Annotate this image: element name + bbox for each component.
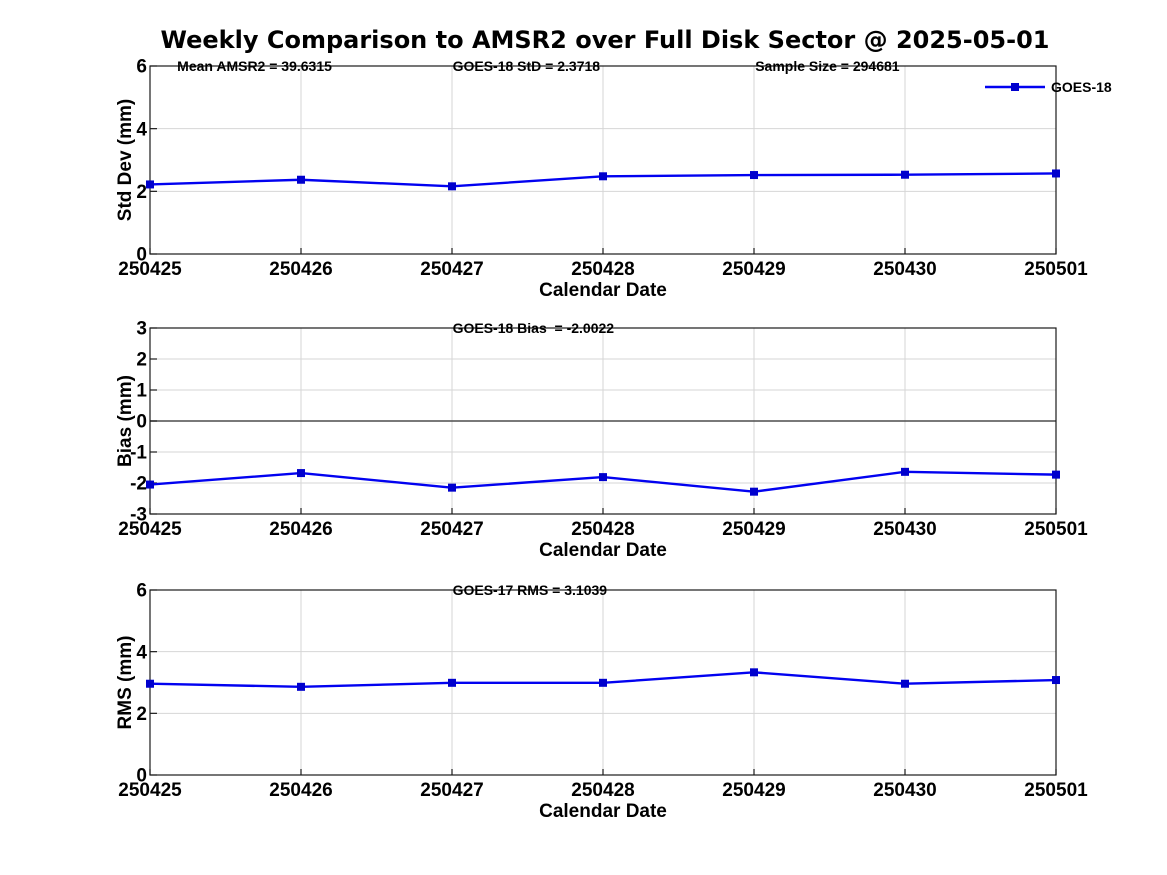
data-point-marker: [901, 170, 909, 179]
x-tick-label: 250426: [269, 780, 332, 801]
data-point-marker: [146, 480, 154, 489]
data-point-marker: [448, 483, 456, 492]
data-point-marker: [599, 678, 607, 687]
x-tick-label: 250430: [873, 780, 936, 801]
annotation: Mean AMSR2 = 39.6315: [177, 58, 332, 74]
rms-mm-plot: 0 2 4 6 250425 250426 250427 250428 250429 250430…: [115, 581, 1088, 822]
y-tick-label: 2: [136, 704, 147, 725]
x-tick-label: 250427: [420, 519, 483, 540]
x-axis-label: Calendar Date: [539, 280, 667, 301]
x-tick-label: 250429: [722, 780, 785, 801]
legend-label: GOES-18: [1051, 79, 1112, 95]
x-tick-label: 250427: [420, 259, 483, 280]
bias-mm-plot: -3 -2 -1 0 1 2 3 250425 250426 250427 250428 250429…: [115, 319, 1088, 561]
data-point-marker: [750, 668, 758, 677]
y-tick-label: 0: [136, 766, 147, 787]
std-dev-mm-plot: 0 2 4 6 250425 250426 250427 250428 250429 250430…: [115, 57, 1112, 301]
x-tick-label: 250501: [1024, 519, 1088, 540]
data-point-marker: [146, 180, 154, 189]
data-point-marker: [297, 682, 305, 691]
data-point-marker: [1052, 676, 1060, 685]
x-axis-label: Calendar Date: [539, 801, 667, 822]
y-tick-label: 6: [136, 581, 147, 602]
data-point-marker: [901, 679, 909, 688]
x-axis-label: Calendar Date: [539, 540, 667, 561]
data-point-marker: [750, 171, 758, 180]
data-point-marker: [599, 473, 607, 482]
data-point-marker: [750, 487, 758, 496]
data-point-marker: [297, 175, 305, 184]
x-tick-label: 250501: [1024, 259, 1088, 280]
x-tick-label: 250425: [118, 780, 182, 801]
y-tick-label: -3: [130, 505, 147, 526]
data-point-marker: [146, 679, 154, 688]
x-tick-label: 250429: [722, 259, 785, 280]
y-axis-label: Std Dev (mm): [115, 99, 136, 221]
x-tick-label: 250426: [269, 259, 332, 280]
x-tick-label: 250430: [873, 259, 936, 280]
annotation: GOES-18 Bias = -2.0022: [453, 320, 615, 336]
x-tick-label: 250425: [118, 519, 182, 540]
y-tick-label: 4: [136, 119, 147, 140]
y-tick-label: 3: [136, 319, 147, 340]
data-point-marker: [901, 467, 909, 476]
x-tick-label: 250501: [1024, 780, 1088, 801]
y-tick-label: -2: [130, 474, 147, 495]
x-tick-label: 250427: [420, 780, 483, 801]
annotation: GOES-18 StD = 2.3718: [453, 58, 601, 74]
data-point-marker: [448, 678, 456, 687]
y-tick-label: 2: [136, 350, 147, 371]
annotation: GOES-17 RMS = 3.1039: [453, 582, 608, 598]
x-tick-label: 250428: [571, 519, 634, 540]
figure-title: Weekly Comparison to AMSR2 over Full Dis…: [160, 26, 1050, 54]
y-tick-label: 4: [136, 642, 147, 663]
y-tick-label: 0: [136, 412, 147, 433]
data-point-marker: [1052, 470, 1060, 479]
data-point-marker: [1052, 169, 1060, 178]
x-tick-label: 250429: [722, 519, 785, 540]
annotation: Sample Size = 294681: [755, 58, 900, 74]
y-tick-label: -1: [130, 443, 147, 464]
y-tick-label: 6: [136, 57, 147, 78]
x-tick-label: 250426: [269, 519, 332, 540]
data-point-marker: [599, 172, 607, 181]
legend-marker: [1011, 83, 1019, 91]
data-point-marker: [297, 469, 305, 478]
x-tick-label: 250425: [118, 259, 182, 280]
x-tick-label: 250428: [571, 259, 634, 280]
y-tick-label: 1: [136, 381, 147, 402]
y-tick-label: 2: [136, 182, 147, 203]
x-tick-label: 250428: [571, 780, 634, 801]
x-tick-label: 250430: [873, 519, 936, 540]
y-axis-label: Bias (mm): [115, 375, 136, 467]
y-tick-label: 0: [136, 245, 147, 266]
y-axis-label: RMS (mm): [115, 636, 136, 730]
data-point-marker: [448, 182, 456, 191]
